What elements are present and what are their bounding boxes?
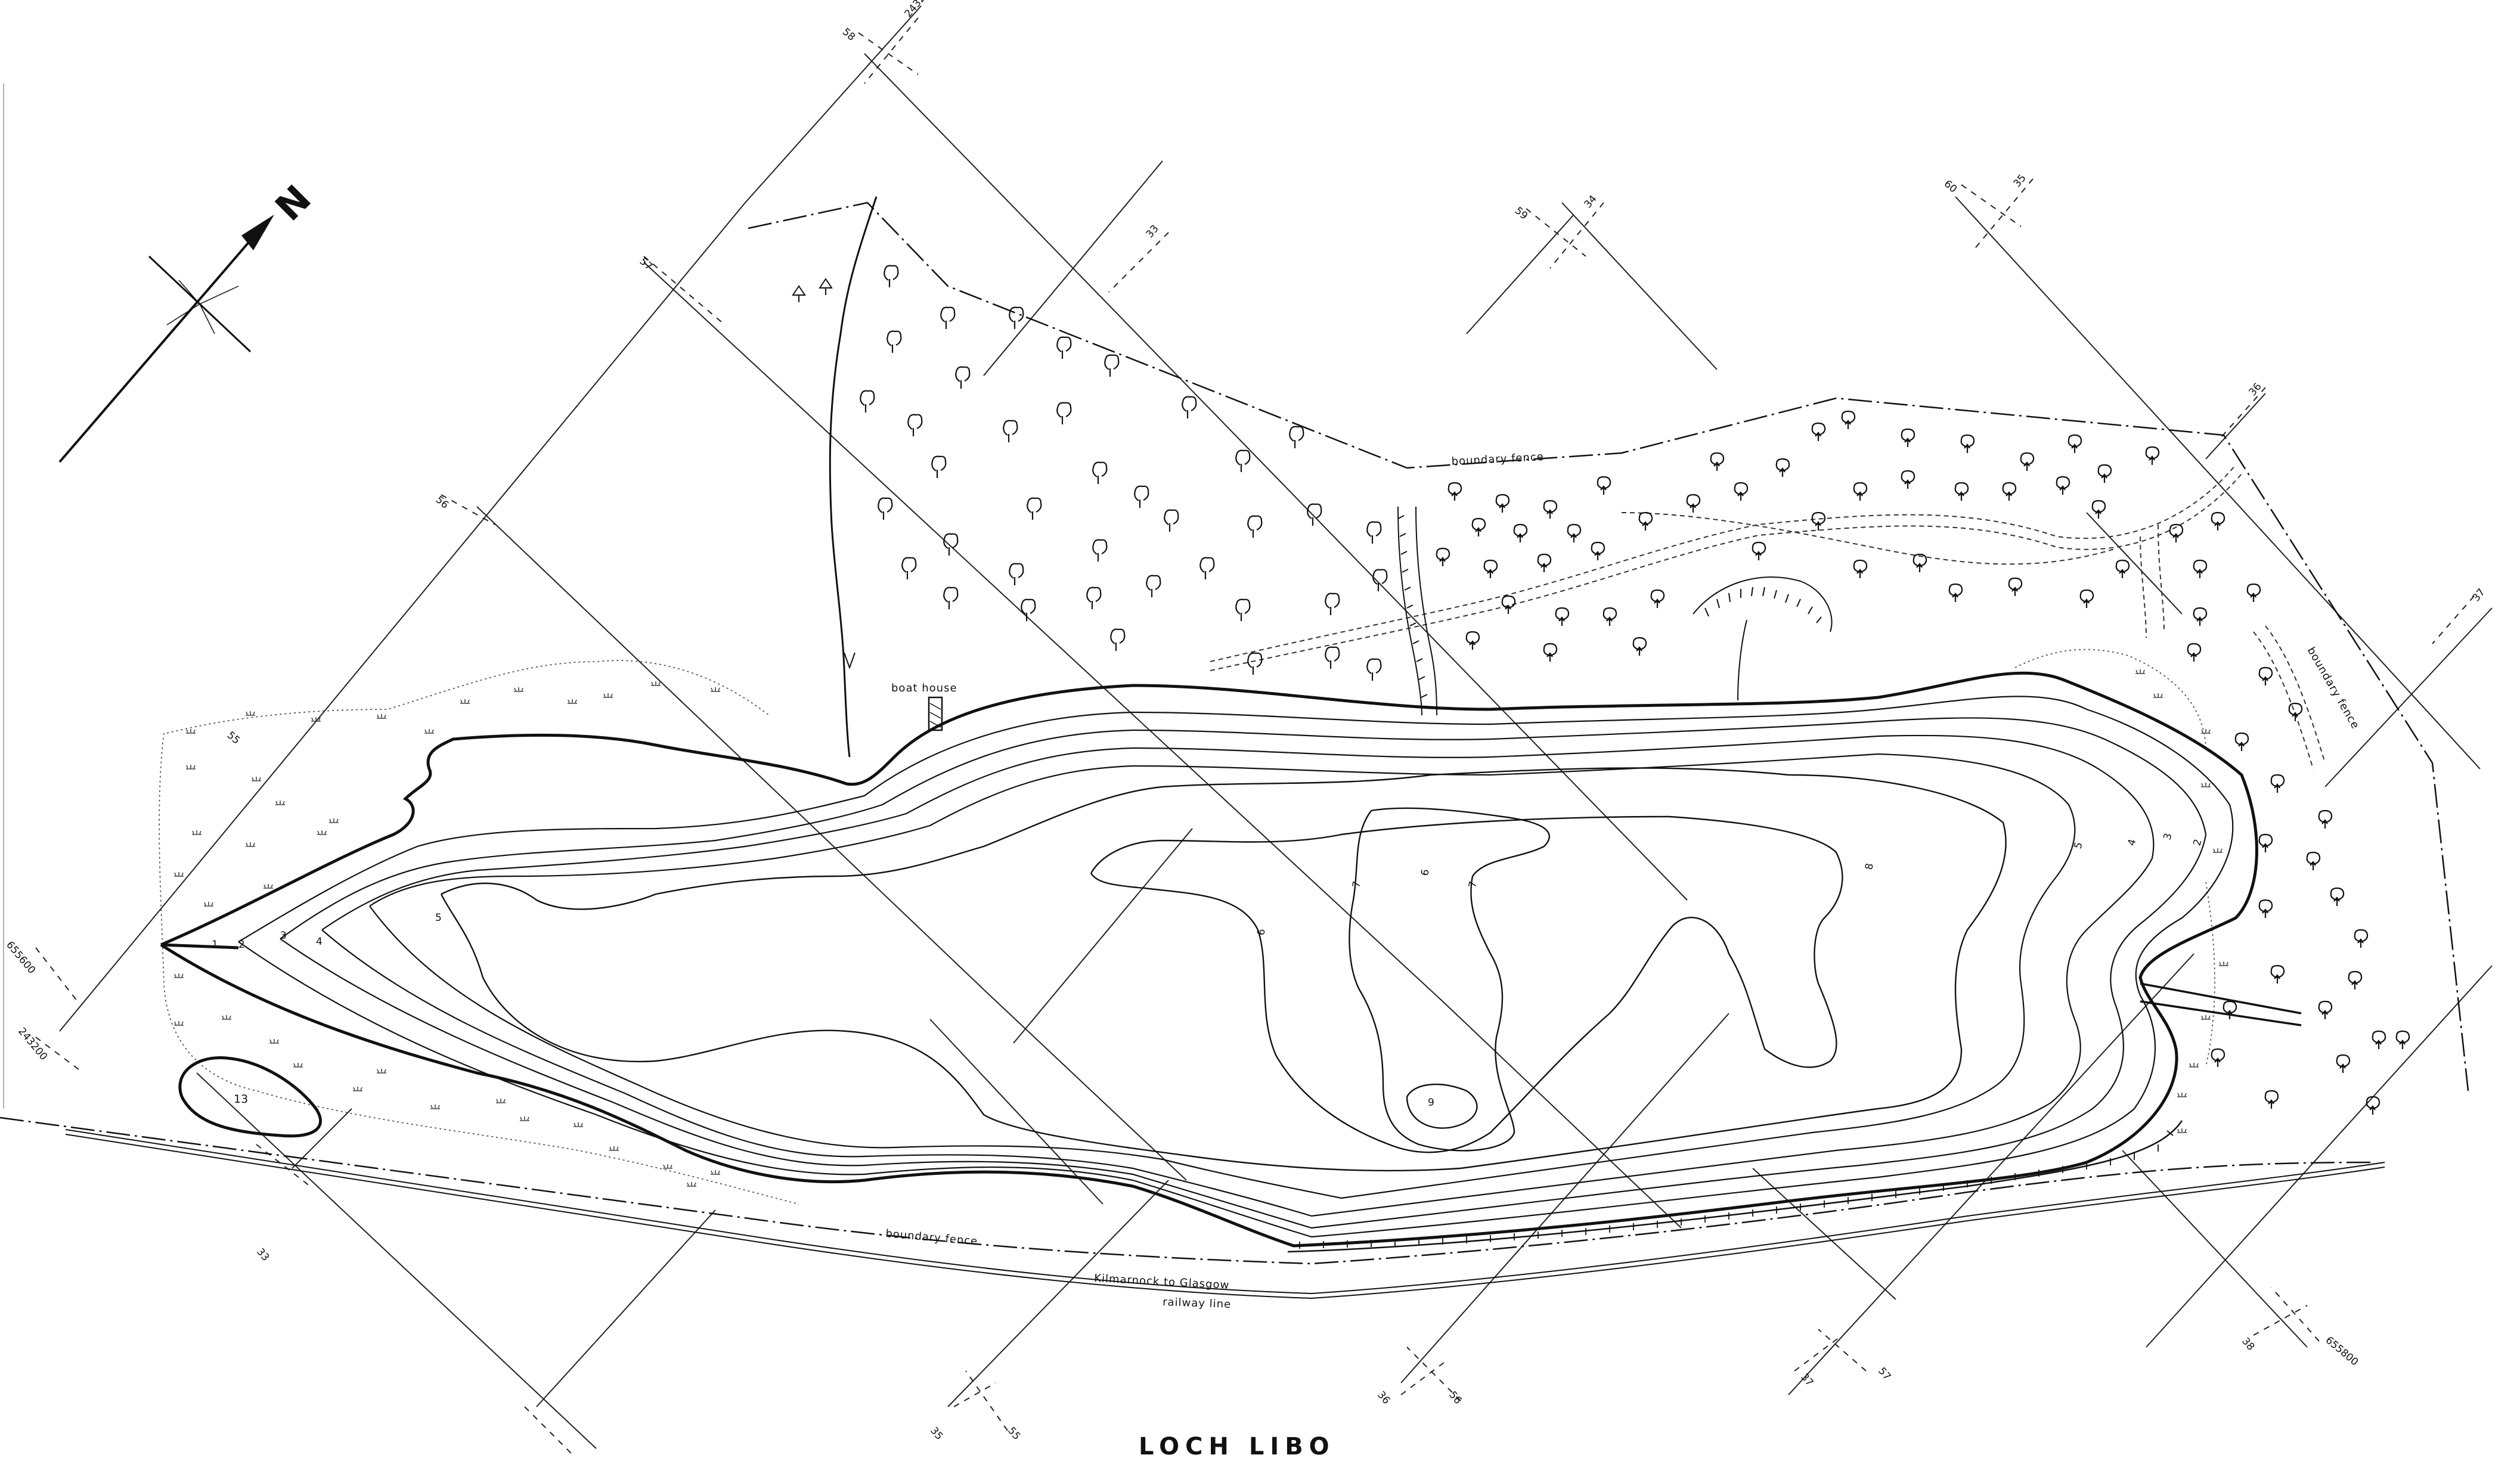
island-label: 13: [234, 1093, 248, 1106]
railway-label-1: Kilmarnock to Glasgow: [1094, 1272, 1230, 1292]
boundary-fence-label-top: boundary fence: [1451, 451, 1544, 468]
grid-ref: 37: [2471, 587, 2488, 604]
boat-house-icon: [928, 696, 943, 731]
depth-label: 1: [212, 939, 218, 951]
grid-ref: 655600: [4, 939, 38, 976]
outflow-channel: [2140, 982, 2302, 1026]
map-title: LOCH LIBO: [1139, 1433, 1335, 1458]
north-boundary-fence: [748, 201, 2469, 1091]
conifer-trees: [792, 278, 833, 302]
grid-ref: 655800: [2323, 1335, 2361, 1369]
boundary-fence-label-right: boundary fence: [2305, 645, 2362, 731]
south-boundary-fence: [0, 1116, 2373, 1265]
grid-ref: 35: [928, 1425, 945, 1442]
depth-label: 5: [435, 912, 442, 924]
depth-label: 4: [316, 936, 323, 948]
marsh-boundary: [159, 649, 2215, 1205]
grid-ref: 60: [1942, 178, 1959, 196]
grid-ref: 243200: [903, 0, 937, 20]
depth-label: 6: [1419, 868, 1432, 877]
west-inflow: [160, 943, 239, 950]
depth-labels: 1 2 3 4 5 6 7 7 8 9 2 3 4 5 6: [212, 832, 2205, 1109]
grid-lines: [59, 5, 2493, 1449]
track-dashed: [1210, 464, 2326, 770]
grid-ref: 55: [1005, 1425, 1022, 1442]
island: [178, 1056, 322, 1138]
embankment-hatching: [1287, 1120, 2183, 1253]
depth-label: 9: [1428, 1097, 1434, 1109]
grid-ref: 37: [1798, 1371, 1815, 1388]
depth-label: 8: [1863, 863, 1876, 871]
north-label: N: [266, 176, 319, 229]
depth-label: 2: [2192, 838, 2205, 848]
boat-house-label: boat house: [891, 682, 957, 694]
marsh-reeds: [173, 669, 2229, 1187]
mound-feature: [1693, 576, 1833, 701]
grid-ref: 56: [433, 494, 451, 511]
grid-ref: 58: [840, 26, 857, 44]
depth-label: 3: [280, 930, 287, 942]
depth-label: 5: [2072, 841, 2085, 851]
grid-ref: 36: [1375, 1389, 1392, 1406]
grid-ref: 34: [1582, 193, 1600, 210]
loch-shoreline: [160, 671, 2258, 1248]
depth-label: 6: [1255, 928, 1268, 936]
grid-ref: 59: [1512, 205, 1530, 222]
inflow-stream: [829, 196, 878, 758]
grid-ref: 56: [1446, 1389, 1464, 1406]
railway-label-2: railway line: [1163, 1296, 1232, 1311]
grid-ref: 57: [1876, 1365, 1893, 1382]
grid-ref: 38: [2239, 1335, 2256, 1352]
depth-label: 7: [1350, 880, 1363, 889]
grid-ref: 55: [225, 730, 242, 747]
grid-ref: 33: [1144, 223, 1161, 240]
grid-reference-labels: 58 243200 57 33 59 34 60 35 36 37 56 55 …: [4, 0, 2488, 1443]
grid-ref: 35: [2011, 172, 2029, 190]
boundary-fence-label-bottom: boundary fence: [885, 1227, 979, 1248]
woodland-trees: [860, 265, 2410, 1116]
grid-dashes: [35, 17, 2475, 1455]
drainage-ditch: [1397, 506, 1437, 716]
grid-ref: 243200: [16, 1025, 49, 1063]
depth-label: 7: [1467, 880, 1480, 889]
grid-ref: 36: [2247, 381, 2264, 398]
grid-ref: 33: [254, 1246, 271, 1263]
depth-label: 3: [2162, 832, 2175, 842]
north-arrow: N: [58, 176, 320, 463]
railway-line: [65, 1129, 2385, 1299]
depth-label: 4: [2126, 838, 2139, 848]
depth-label: 2: [238, 939, 245, 951]
